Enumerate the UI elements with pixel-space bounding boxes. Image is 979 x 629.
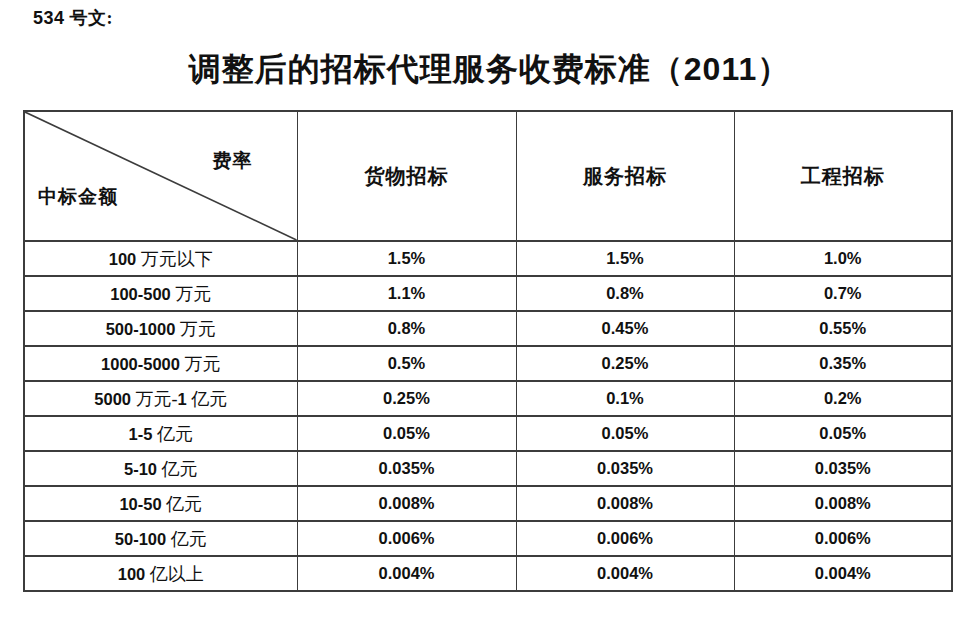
service-rate-cell: 0.05% — [516, 416, 734, 451]
col-header-engineering-bidding: 工程招标 — [734, 111, 952, 241]
amount-cell: 100-500 万元 — [24, 276, 297, 311]
service-rate-cell: 0.1% — [516, 381, 734, 416]
amount-cell: 5-10 亿元 — [24, 451, 297, 486]
engineering-rate-cell: 0.05% — [734, 416, 952, 451]
engineering-rate-cell: 0.035% — [734, 451, 952, 486]
goods-rate-cell: 0.05% — [297, 416, 516, 451]
col-header-goods-bidding: 货物招标 — [297, 111, 516, 241]
goods-rate-cell: 0.5% — [297, 346, 516, 381]
amount-cell: 5000 万元-1 亿元 — [24, 381, 297, 416]
corner-header-cell: 费率 中标金额 — [24, 111, 297, 241]
table-row: 100 亿以上 0.004% 0.004% 0.004% — [24, 556, 952, 591]
engineering-rate-cell: 0.008% — [734, 486, 952, 521]
amount-cell: 100 万元以下 — [24, 241, 297, 276]
engineering-rate-cell: 0.55% — [734, 311, 952, 346]
amount-cell: 1000-5000 万元 — [24, 346, 297, 381]
goods-rate-cell: 0.006% — [297, 521, 516, 556]
service-rate-cell: 0.004% — [516, 556, 734, 591]
amount-cell: 500-1000 万元 — [24, 311, 297, 346]
amount-cell: 50-100 亿元 — [24, 521, 297, 556]
table-header-row: 费率 中标金额 货物招标 服务招标 工程招标 — [24, 111, 952, 241]
document-page: 534 号文: 调整后的招标代理服务收费标准（2011） 费率 中标金额 货物招… — [0, 0, 979, 629]
engineering-rate-cell: 0.35% — [734, 346, 952, 381]
table-row: 5-10 亿元 0.035% 0.035% 0.035% — [24, 451, 952, 486]
service-rate-cell: 0.006% — [516, 521, 734, 556]
fee-table: 费率 中标金额 货物招标 服务招标 工程招标 100 万元以下 1.5% 1.5… — [23, 110, 953, 592]
engineering-rate-cell: 1.0% — [734, 241, 952, 276]
service-rate-cell: 0.8% — [516, 276, 734, 311]
service-rate-cell: 0.25% — [516, 346, 734, 381]
goods-rate-cell: 1.5% — [297, 241, 516, 276]
table-row: 1-5 亿元 0.05% 0.05% 0.05% — [24, 416, 952, 451]
service-rate-cell: 0.035% — [516, 451, 734, 486]
engineering-rate-cell: 0.004% — [734, 556, 952, 591]
corner-label-amount: 中标金额 — [38, 184, 118, 210]
goods-rate-cell: 0.25% — [297, 381, 516, 416]
doc-number: 534 号文: — [33, 6, 113, 30]
service-rate-cell: 0.008% — [516, 486, 734, 521]
goods-rate-cell: 0.004% — [297, 556, 516, 591]
table-row: 100-500 万元 1.1% 0.8% 0.7% — [24, 276, 952, 311]
service-rate-cell: 0.45% — [516, 311, 734, 346]
table-row: 500-1000 万元 0.8% 0.45% 0.55% — [24, 311, 952, 346]
table-row: 50-100 亿元 0.006% 0.006% 0.006% — [24, 521, 952, 556]
table-row: 100 万元以下 1.5% 1.5% 1.0% — [24, 241, 952, 276]
goods-rate-cell: 1.1% — [297, 276, 516, 311]
amount-cell: 1-5 亿元 — [24, 416, 297, 451]
diagonal-divider-line — [25, 112, 297, 240]
amount-cell: 10-50 亿元 — [24, 486, 297, 521]
corner-label-rate: 费率 — [213, 148, 253, 174]
engineering-rate-cell: 0.006% — [734, 521, 952, 556]
engineering-rate-cell: 0.7% — [734, 276, 952, 311]
table-row: 5000 万元-1 亿元 0.25% 0.1% 0.2% — [24, 381, 952, 416]
engineering-rate-cell: 0.2% — [734, 381, 952, 416]
col-header-service-bidding: 服务招标 — [516, 111, 734, 241]
service-rate-cell: 1.5% — [516, 241, 734, 276]
goods-rate-cell: 0.008% — [297, 486, 516, 521]
amount-cell: 100 亿以上 — [24, 556, 297, 591]
goods-rate-cell: 0.035% — [297, 451, 516, 486]
goods-rate-cell: 0.8% — [297, 311, 516, 346]
table-row: 10-50 亿元 0.008% 0.008% 0.008% — [24, 486, 952, 521]
page-title: 调整后的招标代理服务收费标准（2011） — [0, 48, 979, 92]
table-row: 1000-5000 万元 0.5% 0.25% 0.35% — [24, 346, 952, 381]
